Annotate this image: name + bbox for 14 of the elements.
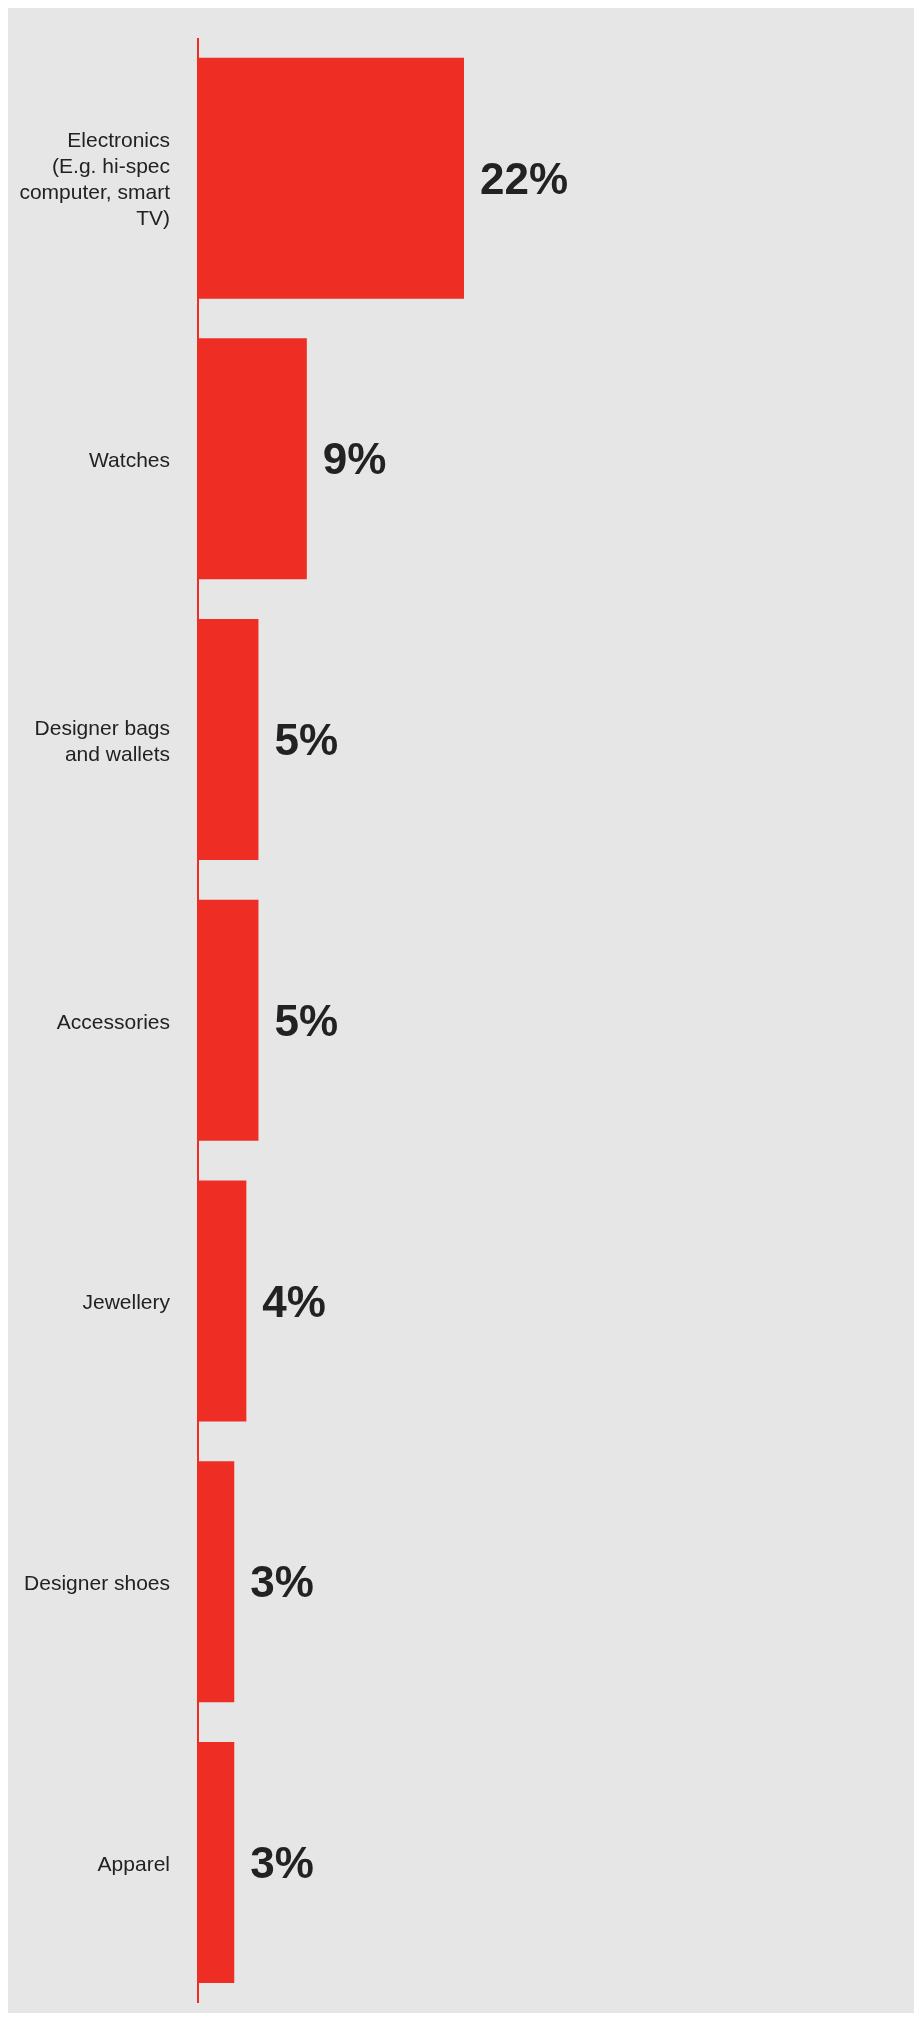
y-tick-label: Accessories	[56, 1009, 170, 1032]
y-tick-label: Designer bags and wallets	[34, 715, 170, 765]
data-label: 3%	[250, 1557, 314, 1607]
data-label: 5%	[274, 715, 339, 765]
y-tick-label: Designer shoes	[24, 1570, 170, 1594]
y-tick-label: Jewellery	[82, 1289, 171, 1313]
data-label: 3%	[250, 1838, 314, 1888]
y-tick-label: Electronics (E.g. hi-spec computer, smart TV)	[19, 127, 171, 229]
y-tick-label: Apparel	[97, 1851, 170, 1875]
y-tick-label: Watches	[89, 447, 170, 471]
data-label: 5%	[274, 995, 339, 1045]
data-label: 9%	[322, 434, 387, 484]
data-label: 22%	[480, 153, 569, 203]
data-label: 4%	[262, 1276, 326, 1326]
